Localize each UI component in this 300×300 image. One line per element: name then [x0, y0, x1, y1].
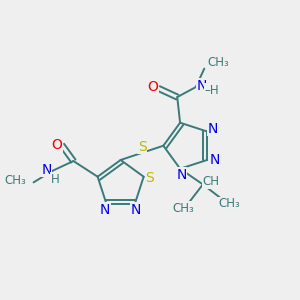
Text: N: N [41, 163, 52, 177]
Text: N: N [100, 203, 110, 217]
Text: N: N [131, 203, 142, 217]
Text: O: O [147, 80, 158, 94]
Text: O: O [52, 138, 62, 152]
Text: N: N [208, 122, 218, 136]
Text: N: N [176, 168, 187, 182]
Text: CH₃: CH₃ [218, 197, 240, 210]
Text: S: S [146, 171, 154, 185]
Text: N: N [210, 153, 220, 167]
Text: CH₃: CH₃ [5, 174, 26, 187]
Text: N: N [196, 79, 207, 93]
Text: CH: CH [202, 175, 219, 188]
Text: CH₃: CH₃ [172, 202, 194, 214]
Text: CH₃: CH₃ [207, 56, 229, 69]
Text: S: S [138, 140, 146, 154]
Text: H: H [50, 173, 59, 186]
Text: –H: –H [204, 84, 219, 97]
